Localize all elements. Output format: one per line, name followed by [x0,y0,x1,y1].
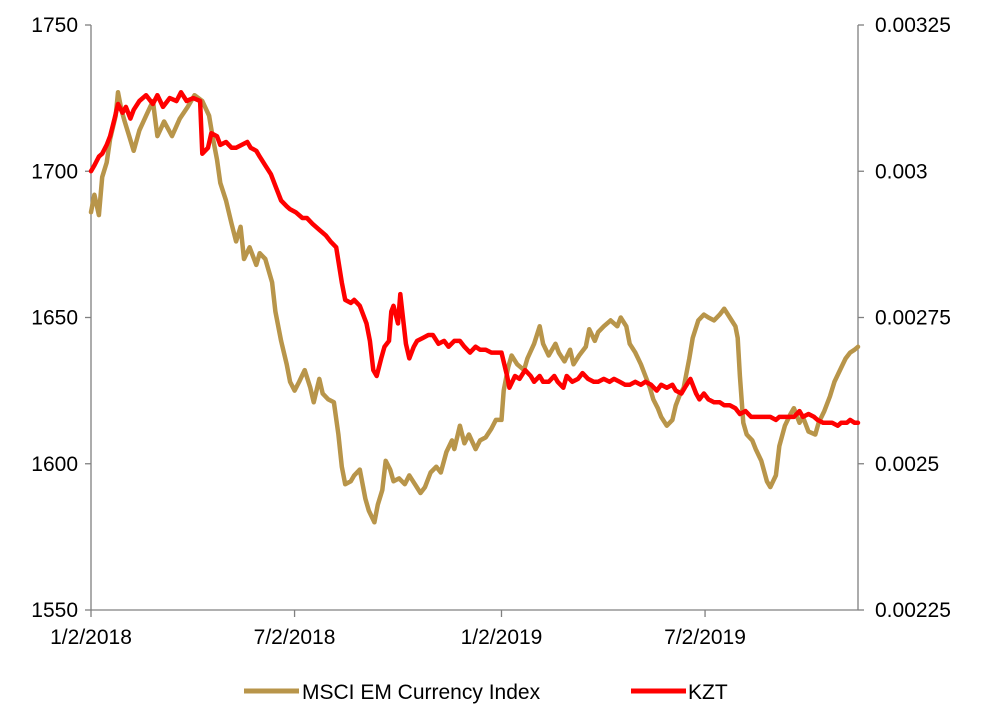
x-axis-tick-label: 1/2/2018 [50,626,132,649]
left-axis-tick-label: 1600 [31,453,78,476]
legend: MSCI EM Currency Index KZT [244,681,728,704]
x-axis-tick-label: 1/2/2019 [461,626,543,649]
series-lines [88,90,861,525]
right-axis-tick-label: 0.00225 [875,599,951,622]
x-axis-tick-label: 7/2/2019 [664,626,746,649]
right-axis-tick-label: 0.003 [875,160,928,183]
right-axis-tick-label: 0.00275 [875,307,951,330]
left-axis-tick-label: 1750 [31,14,78,37]
left-axis-tick-label: 1550 [31,599,78,622]
right-axis-tick-label: 0.0025 [875,453,939,476]
x-axis-tick-label: 7/2/2018 [254,626,336,649]
right-axis-tick-label: 0.00325 [875,14,951,37]
legend-label-msci: MSCI EM Currency Index [302,681,541,704]
left-axis-tick-label: 1650 [31,307,78,330]
left-axis-tick-label: 1700 [31,160,78,183]
x-axis-tick-labels: 1/2/2018 7/2/2018 1/2/2019 7/2/2019 [50,626,746,649]
legend-label-kzt: KZT [688,681,728,704]
right-axis-tick-labels: 0.00225 0.0025 0.00275 0.003 0.00325 [875,14,951,622]
left-axis-tick-labels: 1550 1600 1650 1700 1750 [31,14,78,622]
series-line-msci [88,90,861,525]
axes [85,24,864,617]
series-line-kzt [88,90,861,428]
